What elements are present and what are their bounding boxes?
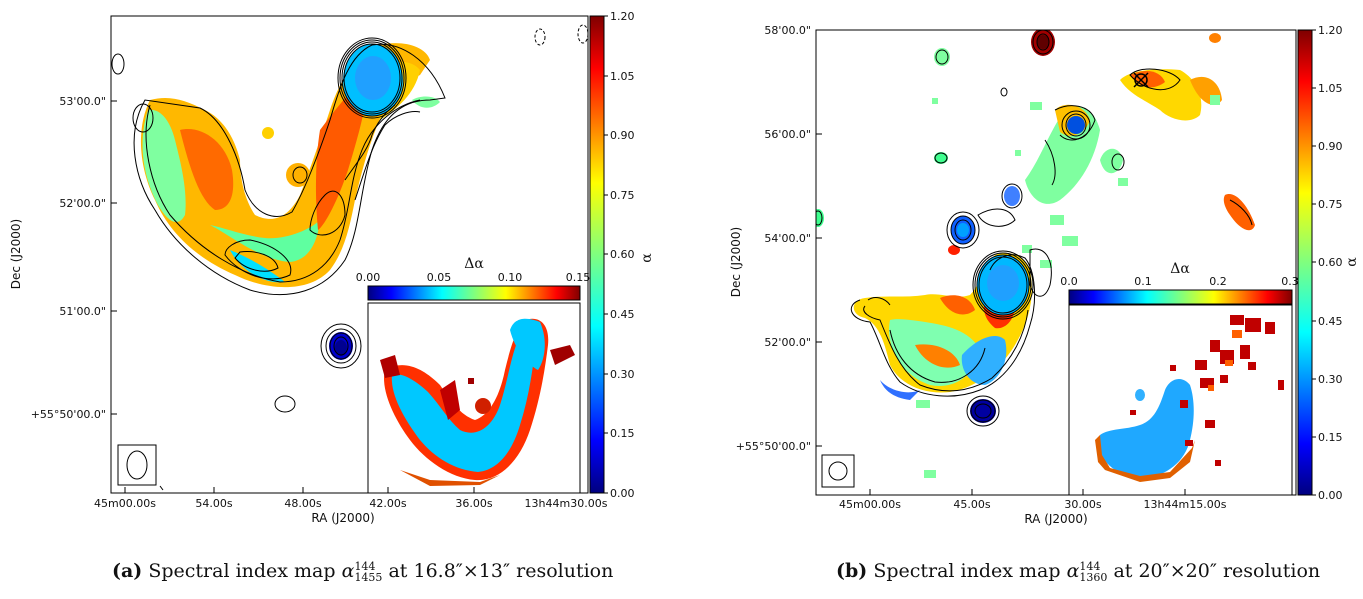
caption-b-symbol: α — [1066, 560, 1080, 582]
y-tick-b-3: 52'00.0" — [764, 336, 811, 349]
x-tick-a-5: 13h44m30.00s — [525, 497, 608, 510]
inset-tick-b-3: 0.3 — [1281, 275, 1299, 288]
inset-map-b — [1095, 315, 1284, 482]
cbar-tick-b-5: 0.45 — [1318, 315, 1343, 328]
contours-b — [816, 30, 1253, 427]
cbar-tick-a-1: 1.05 — [610, 70, 635, 83]
y-tick-b-1: 56'00.0" — [764, 128, 811, 141]
map-a — [111, 24, 588, 493]
caption-b-tag: (b) — [836, 560, 868, 582]
cbar-tick-a-6: 0.30 — [610, 368, 635, 381]
cbar-tick-a-7: 0.15 — [610, 427, 635, 440]
x-tick-a-1: 54.00s — [195, 497, 232, 510]
inset-map-a — [380, 318, 575, 486]
beam-box-a — [117, 444, 157, 486]
colorbar-a — [589, 15, 605, 494]
inset-label-a: Δα — [464, 256, 484, 272]
x-tick-a-4: 36.00s — [455, 497, 492, 510]
cbar-tick-a-2: 0.90 — [610, 129, 635, 142]
cbar-tick-b-2: 0.90 — [1318, 140, 1343, 153]
caption-b-text: Spectral index map — [873, 560, 1067, 582]
panel-a-figure: 0.00 0.05 0.10 0.15 Δα 53'00.0" 52'00.0"… — [9, 10, 655, 525]
inset-tick-a-3: 0.15 — [566, 271, 591, 284]
caption-b-sub: 1360 — [1079, 571, 1108, 584]
beam-ellipse-b — [828, 461, 848, 481]
x-label-b: RA (J2000) — [1024, 512, 1087, 526]
caption-b-resolution: at 20″×20″ resolution — [1107, 560, 1321, 582]
inset-colorbar-b — [1068, 289, 1293, 305]
x-tick-a-2: 48.00s — [284, 497, 321, 510]
panel-b-figure: 0.0 0.1 0.2 0.3 Δα 58'00.0" 56'00.0" 54'… — [729, 24, 1360, 526]
y-tick-a-1: 52'00.0" — [59, 197, 106, 210]
beam-ellipse-a — [126, 450, 148, 480]
colorbar-label-a: α — [639, 253, 655, 263]
cbar-tick-a-3: 0.75 — [610, 189, 635, 202]
cbar-tick-b-3: 0.75 — [1318, 198, 1343, 211]
x-tick-b-1: 45.00s — [953, 498, 990, 511]
y-tick-b-0: 58'00.0" — [764, 24, 811, 37]
inset-tick-b-1: 0.1 — [1134, 275, 1152, 288]
y-tick-a-3: +55°50'00.0" — [31, 408, 106, 421]
y-label-a: Dec (J2000) — [9, 219, 23, 289]
colorbar-label-b: α — [1344, 257, 1360, 267]
caption-a-tag: (a) — [112, 560, 143, 582]
beam-box-b — [821, 454, 855, 488]
cbar-tick-b-1: 1.05 — [1318, 82, 1343, 95]
y-tick-b-4: +55°50'00.0" — [736, 440, 811, 453]
cbar-tick-b-7: 0.15 — [1318, 431, 1343, 444]
cbar-tick-a-4: 0.60 — [610, 248, 635, 261]
caption-b: (b) Spectral index map α 144 1360 at 20″×2… — [836, 560, 1320, 583]
colorbar-b — [1297, 29, 1313, 496]
x-tick-b-2: 30.00s — [1064, 498, 1101, 511]
caption-a-text: Spectral index map — [148, 560, 342, 582]
cbar-tick-b-4: 0.60 — [1318, 256, 1343, 269]
caption-a-sup: 144 — [354, 560, 376, 573]
x-tick-b-0: 45m00.00s — [839, 498, 901, 511]
inset-tick-b-0: 0.0 — [1060, 275, 1078, 288]
cbar-tick-a-5: 0.45 — [610, 308, 635, 321]
map-b — [816, 30, 1293, 495]
caption-a: (a) Spectral index map α 144 1455 at 16.8″… — [112, 560, 613, 583]
y-tick-a-0: 53'00.0" — [59, 95, 106, 108]
inset-tick-a-2: 0.10 — [498, 271, 523, 284]
caption-a-resolution: at 16.8″×13″ resolution — [382, 560, 614, 582]
cbar-tick-a-8: 0.00 — [610, 487, 635, 500]
frame-a — [110, 15, 589, 494]
inset-tick-a-0: 0.00 — [356, 271, 381, 284]
frame-b — [815, 29, 1297, 496]
cbar-tick-b-0: 1.20 — [1318, 24, 1343, 37]
y-tick-a-2: 51'00.0" — [59, 305, 106, 318]
marker-cross-b — [1133, 72, 1149, 88]
caption-b-sup: 144 — [1079, 560, 1101, 573]
inset-colorbar-a — [367, 285, 581, 301]
caption-a-symbol: α — [341, 560, 355, 582]
cbar-tick-b-6: 0.30 — [1318, 373, 1343, 386]
x-tick-a-3: 42.00s — [369, 497, 406, 510]
cbar-tick-a-0: 1.20 — [610, 10, 635, 23]
y-label-b: Dec (J2000) — [729, 227, 743, 297]
y-tick-b-2: 54'00.0" — [764, 232, 811, 245]
contours-a — [111, 24, 588, 491]
cbar-tick-b-8: 0.00 — [1318, 489, 1343, 502]
caption-a-sub: 1455 — [354, 571, 383, 584]
x-label-a: RA (J2000) — [311, 511, 374, 525]
inset-tick-a-1: 0.05 — [427, 271, 452, 284]
inset-label-b: Δα — [1170, 261, 1190, 277]
x-tick-b-3: 13h44m15.00s — [1144, 498, 1227, 511]
inset-tick-b-2: 0.2 — [1209, 275, 1227, 288]
x-tick-a-0: 45m00.00s — [94, 497, 156, 510]
